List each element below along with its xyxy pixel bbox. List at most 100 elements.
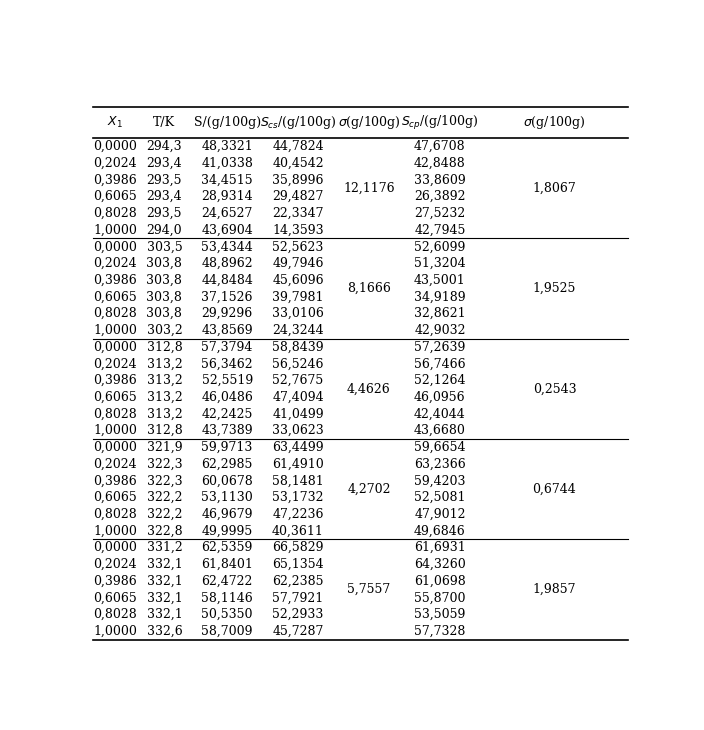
Text: 294,0: 294,0 bbox=[146, 223, 182, 237]
Text: 52,5081: 52,5081 bbox=[414, 491, 465, 504]
Text: 1,9857: 1,9857 bbox=[533, 583, 577, 596]
Text: 48,3321: 48,3321 bbox=[201, 140, 253, 153]
Text: 312,8: 312,8 bbox=[146, 341, 182, 353]
Text: 24,6527: 24,6527 bbox=[201, 207, 253, 220]
Text: 4,4626: 4,4626 bbox=[347, 383, 391, 396]
Text: 53,1130: 53,1130 bbox=[201, 491, 253, 504]
Text: 60,0678: 60,0678 bbox=[201, 474, 253, 488]
Text: 57,3794: 57,3794 bbox=[201, 341, 253, 353]
Text: 0,8028: 0,8028 bbox=[94, 508, 137, 520]
Text: T/K: T/K bbox=[153, 116, 175, 129]
Text: 44,8484: 44,8484 bbox=[201, 274, 253, 287]
Text: 53,5059: 53,5059 bbox=[414, 608, 465, 621]
Text: 52,2933: 52,2933 bbox=[272, 608, 324, 621]
Text: 42,4044: 42,4044 bbox=[414, 407, 466, 420]
Text: 46,0956: 46,0956 bbox=[414, 391, 466, 404]
Text: 303,8: 303,8 bbox=[146, 257, 182, 270]
Text: 52,5519: 52,5519 bbox=[201, 374, 253, 387]
Text: 46,9679: 46,9679 bbox=[201, 508, 253, 520]
Text: 0,8028: 0,8028 bbox=[94, 608, 137, 621]
Text: 63,2366: 63,2366 bbox=[414, 458, 466, 471]
Text: 59,9713: 59,9713 bbox=[201, 441, 253, 454]
Text: 43,6680: 43,6680 bbox=[414, 424, 466, 437]
Text: 293,4: 293,4 bbox=[146, 191, 182, 203]
Text: 58,8439: 58,8439 bbox=[272, 341, 324, 353]
Text: 42,8488: 42,8488 bbox=[414, 157, 466, 170]
Text: 0,3986: 0,3986 bbox=[94, 374, 137, 387]
Text: 34,9189: 34,9189 bbox=[414, 291, 466, 304]
Text: 33,0106: 33,0106 bbox=[272, 307, 324, 320]
Text: 0,2543: 0,2543 bbox=[533, 383, 577, 396]
Text: 8,1666: 8,1666 bbox=[347, 282, 391, 295]
Text: 332,1: 332,1 bbox=[146, 558, 182, 571]
Text: 64,3260: 64,3260 bbox=[414, 558, 466, 571]
Text: 0,8028: 0,8028 bbox=[94, 207, 137, 220]
Text: 0,2024: 0,2024 bbox=[94, 558, 137, 571]
Text: 58,1146: 58,1146 bbox=[201, 591, 253, 604]
Text: 53,1732: 53,1732 bbox=[272, 491, 324, 504]
Text: 45,6096: 45,6096 bbox=[272, 274, 324, 287]
Text: 332,1: 332,1 bbox=[146, 608, 182, 621]
Text: 61,6931: 61,6931 bbox=[414, 541, 466, 554]
Text: 56,5246: 56,5246 bbox=[272, 357, 324, 370]
Text: 28,9314: 28,9314 bbox=[201, 191, 253, 203]
Text: $\sigma$(g/100g): $\sigma$(g/100g) bbox=[523, 114, 586, 131]
Text: 0,3986: 0,3986 bbox=[94, 174, 137, 186]
Text: 42,2425: 42,2425 bbox=[201, 407, 253, 420]
Text: 56,7466: 56,7466 bbox=[414, 357, 466, 370]
Text: 59,6654: 59,6654 bbox=[414, 441, 465, 454]
Text: 57,7328: 57,7328 bbox=[414, 625, 465, 638]
Text: 47,6708: 47,6708 bbox=[414, 140, 466, 153]
Text: 0,0000: 0,0000 bbox=[94, 441, 137, 454]
Text: 0,0000: 0,0000 bbox=[94, 140, 137, 153]
Text: 14,3593: 14,3593 bbox=[272, 223, 324, 237]
Text: 322,8: 322,8 bbox=[146, 524, 182, 537]
Text: 322,2: 322,2 bbox=[146, 508, 182, 520]
Text: 29,4827: 29,4827 bbox=[272, 191, 324, 203]
Text: 34,4515: 34,4515 bbox=[201, 174, 253, 186]
Text: 0,2024: 0,2024 bbox=[94, 157, 137, 170]
Text: 52,6099: 52,6099 bbox=[414, 240, 465, 253]
Text: 47,9012: 47,9012 bbox=[414, 508, 465, 520]
Text: 1,0000: 1,0000 bbox=[94, 223, 137, 237]
Text: 58,1481: 58,1481 bbox=[272, 474, 324, 488]
Text: 35,8996: 35,8996 bbox=[272, 174, 324, 186]
Text: 293,5: 293,5 bbox=[146, 207, 182, 220]
Text: 1,8067: 1,8067 bbox=[533, 182, 577, 195]
Text: 62,5359: 62,5359 bbox=[201, 541, 253, 554]
Text: 0,2024: 0,2024 bbox=[94, 458, 137, 471]
Text: 0,3986: 0,3986 bbox=[94, 474, 137, 488]
Text: 40,4542: 40,4542 bbox=[272, 157, 324, 170]
Text: 313,2: 313,2 bbox=[146, 374, 182, 387]
Text: 27,5232: 27,5232 bbox=[414, 207, 465, 220]
Text: 303,2: 303,2 bbox=[146, 324, 182, 337]
Text: 0,0000: 0,0000 bbox=[94, 240, 137, 253]
Text: 12,1176: 12,1176 bbox=[343, 182, 395, 195]
Text: $S_{cs}$/(g/100g): $S_{cs}$/(g/100g) bbox=[260, 114, 337, 131]
Text: 42,9032: 42,9032 bbox=[414, 324, 465, 337]
Text: S/(g/100g): S/(g/100g) bbox=[194, 116, 260, 129]
Text: 39,7981: 39,7981 bbox=[272, 291, 324, 304]
Text: 1,9525: 1,9525 bbox=[533, 282, 576, 295]
Text: 40,3611: 40,3611 bbox=[272, 524, 324, 537]
Text: 49,7946: 49,7946 bbox=[272, 257, 324, 270]
Text: 62,4722: 62,4722 bbox=[201, 575, 253, 588]
Text: 321,9: 321,9 bbox=[146, 441, 182, 454]
Text: 43,5001: 43,5001 bbox=[414, 274, 466, 287]
Text: 32,8621: 32,8621 bbox=[414, 307, 466, 320]
Text: 62,2985: 62,2985 bbox=[201, 458, 253, 471]
Text: 66,5829: 66,5829 bbox=[272, 541, 324, 554]
Text: 26,3892: 26,3892 bbox=[414, 191, 465, 203]
Text: 331,2: 331,2 bbox=[146, 541, 182, 554]
Text: 0,2024: 0,2024 bbox=[94, 257, 137, 270]
Text: 37,1526: 37,1526 bbox=[201, 291, 253, 304]
Text: 29,9296: 29,9296 bbox=[201, 307, 253, 320]
Text: 61,8401: 61,8401 bbox=[201, 558, 253, 571]
Text: 0,6065: 0,6065 bbox=[94, 191, 137, 203]
Text: 313,2: 313,2 bbox=[146, 391, 182, 404]
Text: 332,1: 332,1 bbox=[146, 575, 182, 588]
Text: 322,3: 322,3 bbox=[146, 474, 182, 488]
Text: 58,7009: 58,7009 bbox=[201, 625, 253, 638]
Text: 43,6904: 43,6904 bbox=[201, 223, 253, 237]
Text: 303,8: 303,8 bbox=[146, 274, 182, 287]
